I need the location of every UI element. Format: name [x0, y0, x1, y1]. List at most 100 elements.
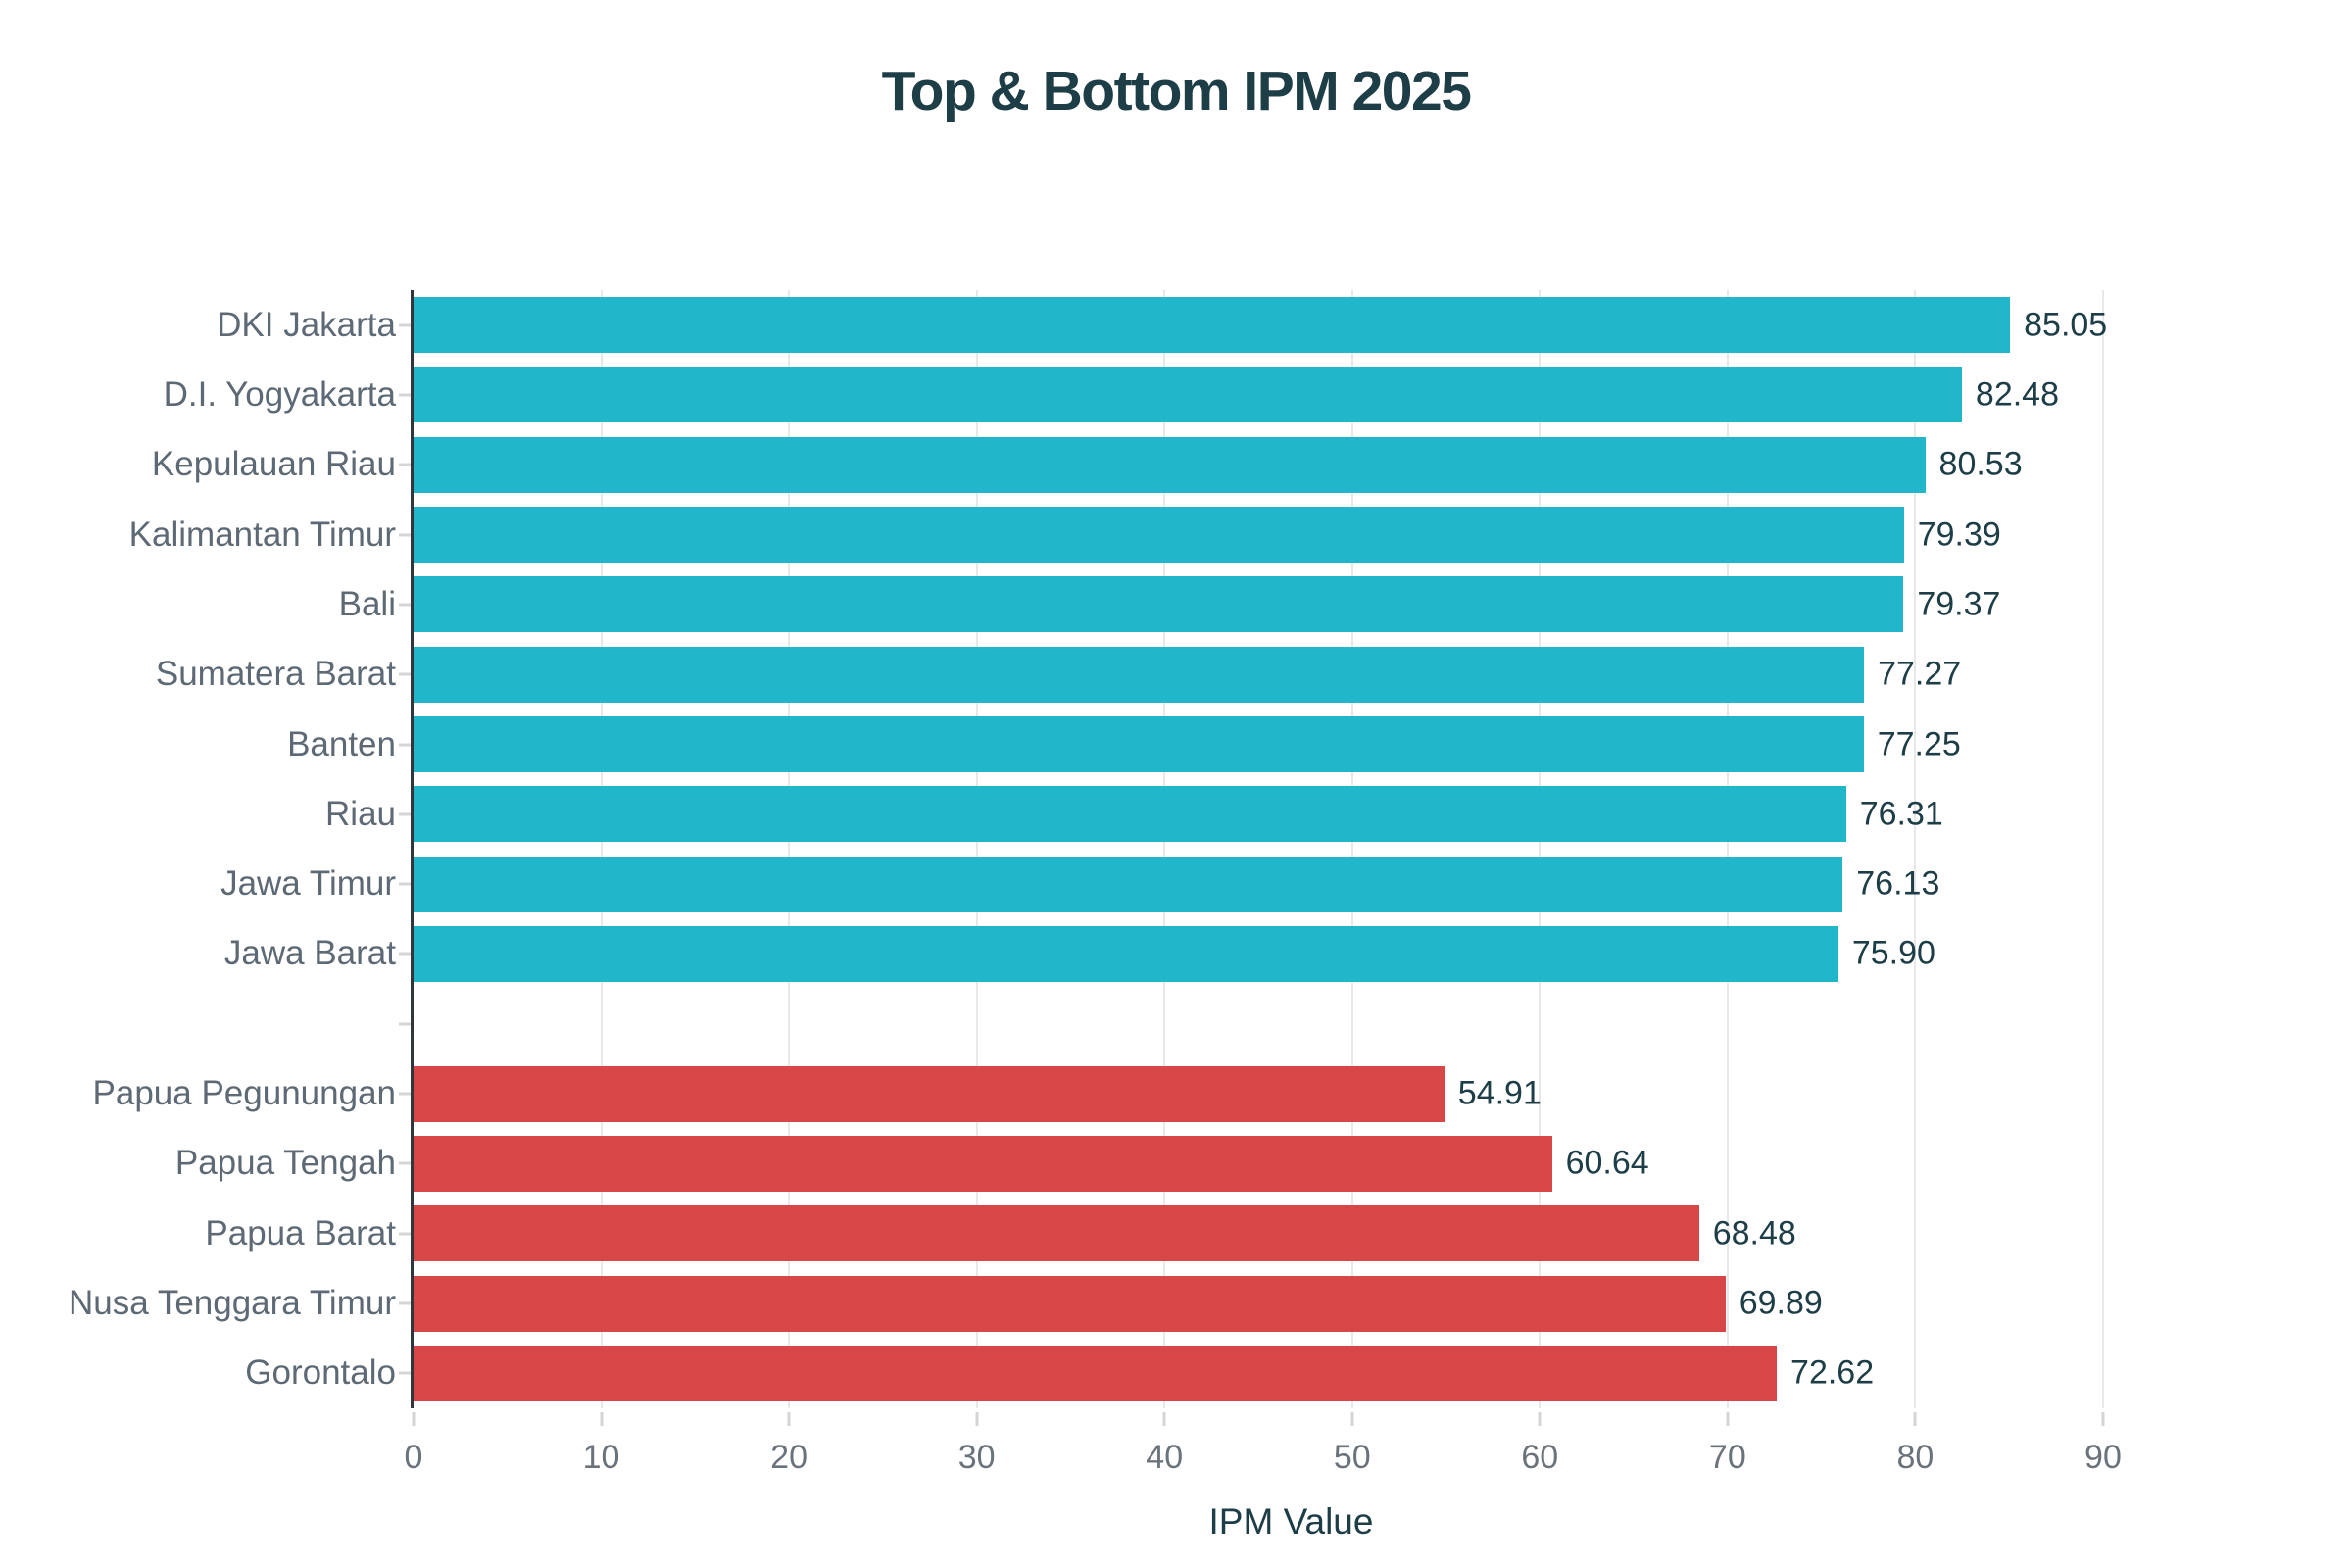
bar-row: Kepulauan Riau 80.53	[152, 430, 2169, 500]
y-tick-mark	[399, 812, 411, 816]
gridline	[600, 290, 603, 1408]
x-tick-label: 90	[2084, 1439, 2122, 1476]
bar-row: Riau 76.31	[325, 779, 2169, 849]
y-tick-mark	[399, 1161, 411, 1165]
value-label: 82.48	[1975, 375, 2059, 414]
bar-row: Banten 77.25	[287, 710, 2169, 779]
bar	[414, 1345, 1778, 1401]
value-label: 75.90	[1851, 934, 1936, 972]
y-tick-mark	[399, 882, 411, 886]
bar-row: Kalimantan Timur 79.39	[129, 500, 2169, 569]
x-axis-label: IPM Value	[1208, 1501, 1374, 1542]
bar-row: Sumatera Barat 77.27	[156, 640, 2169, 710]
bar-row: Papua Barat 68.48	[205, 1199, 2169, 1268]
x-tick-label: 70	[1708, 1439, 1746, 1476]
x-tick-mark	[787, 1412, 791, 1426]
value-label: 77.27	[1878, 655, 1962, 693]
bar-row: Nusa Tenggara Timur 69.89	[69, 1268, 2169, 1338]
category-label: Kepulauan Riau	[151, 445, 396, 484]
y-tick-mark	[399, 393, 411, 397]
value-label: 68.48	[1712, 1214, 1796, 1252]
category-label: Jawa Barat	[223, 934, 396, 973]
bar-row: D.I. Yogyakarta 82.48	[164, 360, 2169, 429]
y-tick-mark	[399, 1301, 411, 1305]
category-label: Sumatera Barat	[155, 655, 396, 694]
x-tick-label: 20	[770, 1439, 808, 1476]
y-tick-mark	[399, 1092, 411, 1096]
gridline	[1726, 290, 1729, 1408]
category-label: Jawa Timur	[220, 864, 396, 904]
x-tick-label: 0	[404, 1439, 423, 1476]
x-tick-mark	[1162, 1412, 1166, 1426]
category-label: D.I. Yogyakarta	[163, 374, 396, 414]
gridline	[1350, 290, 1353, 1408]
gridline	[2101, 290, 2104, 1408]
x-tick-mark	[600, 1412, 604, 1426]
category-label: Kalimantan Timur	[128, 514, 396, 554]
y-tick-mark	[399, 1371, 411, 1375]
plot-area: DKI Jakarta 85.05 D.I. Yogyakarta 82.48 Kepu…	[69, 290, 2169, 1476]
x-tick-label: 60	[1521, 1439, 1559, 1476]
bar	[414, 436, 1926, 493]
y-tick-mark	[399, 672, 411, 676]
x-tick-mark	[1350, 1412, 1354, 1426]
y-tick-mark	[399, 603, 411, 607]
category-label: Papua Pegunungan	[92, 1074, 396, 1113]
gridline	[1163, 290, 1166, 1408]
bar-row: Jawa Barat 75.90	[224, 919, 2169, 989]
x-tick-mark	[1726, 1412, 1730, 1426]
bar	[414, 576, 1904, 633]
category-label: Nusa Tenggara Timur	[69, 1284, 396, 1323]
category-label: DKI Jakarta	[217, 305, 396, 344]
bar-row: Gorontalo 72.62	[245, 1339, 2169, 1408]
value-label: 69.89	[1739, 1284, 1823, 1322]
bar-row: Jawa Timur 76.13	[220, 850, 2169, 919]
bar-row: Bali 79.37	[339, 569, 2169, 639]
gridline	[1539, 290, 1542, 1408]
category-label: Gorontalo	[245, 1353, 396, 1393]
y-axis-line	[411, 290, 414, 1408]
x-tick-mark	[1913, 1412, 1917, 1426]
bar	[414, 646, 1865, 703]
y-tick-mark	[399, 323, 411, 327]
bar	[414, 1135, 1552, 1192]
y-tick-mark	[399, 743, 411, 747]
x-tick-label: 80	[1896, 1439, 1935, 1476]
bar	[414, 507, 1904, 564]
value-label: 76.13	[1856, 864, 1940, 903]
bar	[414, 1275, 1726, 1332]
x-tick-label: 10	[582, 1439, 620, 1476]
value-label: 77.25	[1877, 725, 1961, 763]
x-tick-label: 40	[1146, 1439, 1184, 1476]
bar	[414, 786, 1846, 843]
bar	[414, 925, 1838, 982]
value-label: 76.31	[1859, 795, 1943, 833]
value-label: 72.62	[1790, 1353, 1875, 1392]
gridline	[975, 290, 978, 1408]
y-tick-mark	[399, 1232, 411, 1236]
bar	[414, 297, 2011, 354]
y-tick-mark	[399, 463, 411, 466]
x-tick-label: 30	[957, 1439, 996, 1476]
chart-title: Top & Bottom IPM 2025	[881, 60, 1472, 122]
x-tick-mark	[2101, 1412, 2105, 1426]
y-tick-mark	[399, 533, 411, 537]
x-tick-mark	[1538, 1412, 1542, 1426]
y-tick-mark	[399, 1022, 411, 1026]
x-tick-label: 50	[1333, 1439, 1371, 1476]
value-label: 80.53	[1938, 445, 2023, 483]
value-label: 79.37	[1917, 585, 2001, 623]
category-label: Banten	[287, 724, 396, 763]
spacer-row	[399, 989, 2169, 1058]
value-label: 54.91	[1457, 1074, 1542, 1112]
value-label: 85.05	[2024, 306, 2108, 344]
bar-row: Papua Pegunungan 54.91	[93, 1058, 2169, 1128]
y-tick-mark	[399, 952, 411, 956]
gridline	[788, 290, 791, 1408]
gridline	[1914, 290, 1917, 1408]
bar	[414, 1065, 1445, 1122]
x-tick-mark	[412, 1412, 416, 1426]
bar-row: Papua Tengah 60.64	[175, 1129, 2169, 1199]
bar	[414, 716, 1864, 773]
